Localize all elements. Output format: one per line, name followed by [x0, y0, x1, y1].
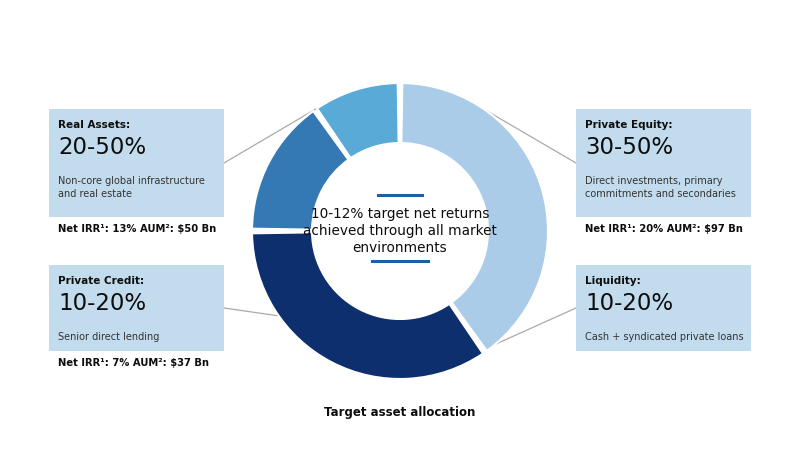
Text: Private Credit:: Private Credit: [58, 275, 144, 285]
Wedge shape [252, 233, 483, 379]
Wedge shape [402, 84, 548, 351]
Text: Target asset allocation: Target asset allocation [324, 405, 476, 418]
Text: 10-20%: 10-20% [58, 291, 146, 314]
Text: Net IRR¹: 7% AUM²: $37 Bn: Net IRR¹: 7% AUM²: $37 Bn [58, 357, 209, 367]
Text: Cash + syndicated private loans: Cash + syndicated private loans [585, 332, 744, 341]
Text: Net IRR¹: 20% AUM²: $97 Bn: Net IRR¹: 20% AUM²: $97 Bn [585, 224, 743, 233]
Text: Liquidity:: Liquidity: [585, 275, 641, 285]
Text: 10-12% target net returns: 10-12% target net returns [310, 206, 490, 220]
Text: Non-core global infrastructure
and real estate: Non-core global infrastructure and real … [58, 175, 205, 199]
Text: Net IRR¹: 13% AUM²: $50 Bn: Net IRR¹: 13% AUM²: $50 Bn [58, 224, 216, 233]
Text: Direct investments, primary
commitments and secondaries: Direct investments, primary commitments … [585, 175, 736, 199]
Wedge shape [252, 112, 348, 230]
FancyBboxPatch shape [49, 265, 224, 351]
Text: environments: environments [353, 240, 447, 255]
Text: Private Equity:: Private Equity: [585, 120, 673, 130]
Text: 10-20%: 10-20% [585, 291, 673, 314]
FancyBboxPatch shape [576, 110, 751, 218]
Text: Senior direct lending: Senior direct lending [58, 332, 159, 341]
FancyBboxPatch shape [576, 265, 751, 351]
Wedge shape [317, 84, 398, 159]
Text: 20-50%: 20-50% [58, 136, 146, 159]
Text: 30-50%: 30-50% [585, 136, 673, 159]
Text: Real Assets:: Real Assets: [58, 120, 130, 130]
FancyBboxPatch shape [49, 110, 224, 218]
Text: achieved through all market: achieved through all market [303, 224, 497, 238]
